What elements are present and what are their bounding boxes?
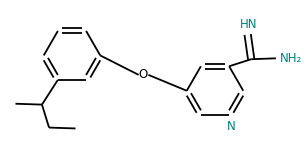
Text: HN: HN xyxy=(240,18,257,31)
Text: O: O xyxy=(139,68,148,81)
Text: NH₂: NH₂ xyxy=(279,52,302,65)
Text: N: N xyxy=(226,120,235,133)
